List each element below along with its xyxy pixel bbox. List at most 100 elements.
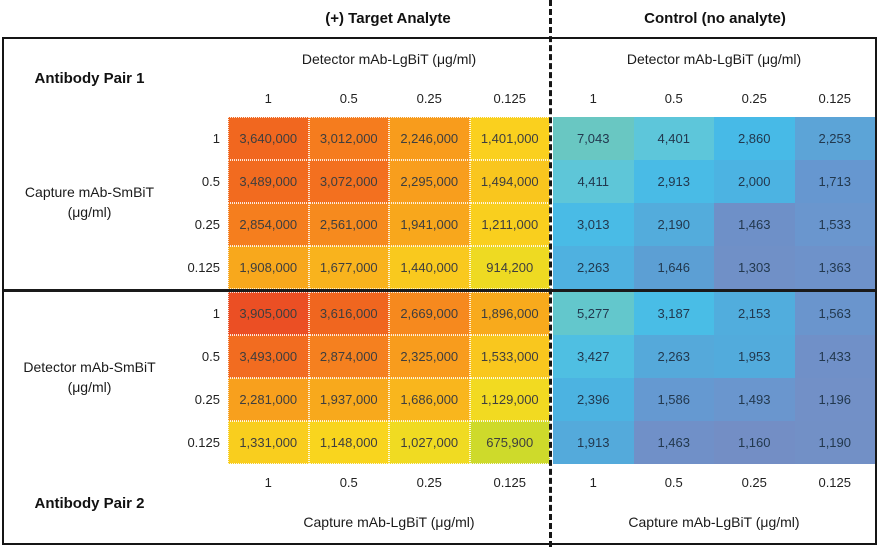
pair1-label: Antibody Pair 1 [34,69,145,87]
heatmap-pair1-target: 3,640,000 3,012,000 2,246,000 1,401,000 3,48… [228,117,550,289]
detector-smbit-axis-label: Detector mAb-SmBiT (μg/ml) [4,292,175,464]
heatmap-cell: 2,153 [714,292,795,335]
heatmap-cell: 4,411 [553,160,634,203]
target-analyte-header: (+) Target Analyte [325,10,451,27]
axis-tick: 0.25 [741,474,767,490]
heatmap-cell: 1,908,000 [228,246,309,289]
pair2-label: Antibody Pair 2 [34,495,145,512]
heatmap-cell: 4,401 [633,117,714,160]
axis-tick: 0.5 [201,349,220,364]
heatmap-cell: 1,027,000 [389,421,470,464]
heatmap-cell: 3,489,000 [228,160,309,203]
heatmap-cell: 1,331,000 [228,421,309,464]
heatmap-cell: 2,913 [633,160,714,203]
heatmap-cell: 1,686,000 [389,378,470,421]
heatmap-cell: 1,677,000 [308,246,389,289]
heatmap-cell: 1,211,000 [469,203,550,246]
heatmap-cell: 1,533,000 [469,335,550,378]
heatmap-cell: 1,440,000 [389,246,470,289]
heatmap-cell: 1,493 [714,378,795,421]
axis-tick: 0.5 [201,174,220,189]
axis-tick: 1 [264,90,272,106]
heatmap-pair1-control: 7,043 4,401 2,860 2,253 4,411 2,913 2,000 1,713… [553,117,875,289]
axis-tick: 0.5 [339,90,358,106]
heatmap-cell: 2,281,000 [228,378,309,421]
heatmap-cell: 1,941,000 [389,203,470,246]
heatmap-cell: 1,433 [794,335,875,378]
main-table-box: Antibody Pair 1 Detector mAb-LgBiT (μg/m… [2,37,877,545]
heatmap-cell: 3,427 [553,335,634,378]
detector-smbit-axis-line1: Detector mAb-SmBiT [23,359,156,376]
axis-tick: 0.5 [664,90,683,106]
heatmap-cell: 3,640,000 [228,117,309,160]
pair-divider-line [4,289,875,292]
heatmap-cell: 3,616,000 [308,292,389,335]
heatmap-cell: 1,586 [633,378,714,421]
axis-tick: 1 [212,131,220,146]
heatmap-cell: 2,396 [553,378,634,421]
axis-tick: 0.25 [416,474,442,490]
heatmap-cell: 2,190 [633,203,714,246]
axis-tick: 0.25 [741,90,767,106]
control-header: Control (no analyte) [644,10,786,27]
heatmap-cell: 1,190 [794,421,875,464]
detector-smbit-axis-line2: (μg/ml) [67,379,112,395]
heatmap-cell: 1,713 [794,160,875,203]
axis-tick: 0.25 [194,217,220,232]
heatmap-cell: 2,263 [553,246,634,289]
capture-smbit-axis-label: Capture mAb-SmBiT (μg/ml) [4,117,175,289]
heatmap-cell: 1,363 [794,246,875,289]
pair2-row-ticks: 1 0.5 0.25 0.125 [175,292,228,464]
heatmap-cell: 7,043 [553,117,634,160]
heatmap-cell: 2,669,000 [389,292,470,335]
heatmap-cell: 1,303 [714,246,795,289]
heatmap-cell: 2,854,000 [228,203,309,246]
pair1-detector-axis-left: Detector mAb-LgBiT (μg/ml) [301,51,477,67]
axis-tick: 0.125 [493,90,527,106]
heatmap-cell: 2,253 [794,117,875,160]
axis-tick: 0.125 [818,90,852,106]
heatmap-cell: 1,401,000 [469,117,550,160]
axis-tick: 1 [212,306,220,321]
heatmap-cell: 3,493,000 [228,335,309,378]
axis-tick: 0.5 [664,474,683,490]
axis-tick: 0.25 [416,90,442,106]
axis-tick: 0.125 [493,474,527,490]
heatmap-cell: 1,913 [553,421,634,464]
axis-tick: 0.125 [818,474,852,490]
heatmap-cell: 2,561,000 [308,203,389,246]
heatmap-pair2-target: 3,905,000 3,616,000 2,669,000 1,896,000 3,49… [228,292,550,464]
heatmap-cell: 1,129,000 [469,378,550,421]
axis-tick: 0.125 [187,435,220,450]
axis-tick: 0.5 [339,474,358,490]
heatmap-cell: 2,874,000 [308,335,389,378]
heatmap-cell: 1,896,000 [469,292,550,335]
pair1-col-ticks-left: 1 0.5 0.25 0.125 [228,79,550,117]
heatmap-cell: 1,463 [633,421,714,464]
heatmap-cell: 1,646 [633,246,714,289]
capture-smbit-axis-line2: (μg/ml) [67,204,112,220]
heatmap-pair2-control: 5,277 3,187 2,153 1,563 3,427 2,263 1,953 1,433… [553,292,875,464]
heatmap-cell: 3,187 [633,292,714,335]
axis-tick: 1 [589,474,597,490]
heatmap-cell: 1,463 [714,203,795,246]
heatmap-cell: 1,563 [794,292,875,335]
heatmap-cell: 1,937,000 [308,378,389,421]
pair1-row-ticks: 1 0.5 0.25 0.125 [175,117,228,289]
top-header-band: (+) Target Analyte Control (no analyte) [2,0,877,37]
heatmap-cell: 675,900 [469,421,550,464]
heatmap-cell: 1,953 [714,335,795,378]
heatmap-cell: 3,012,000 [308,117,389,160]
heatmap-cell: 3,013 [553,203,634,246]
heatmap-cell: 914,200 [469,246,550,289]
axis-tick: 1 [264,474,272,490]
axis-tick: 0.25 [194,392,220,407]
pair2-capture-axis-left: Capture mAb-LgBiT (μg/ml) [303,513,475,530]
heatmap-cell: 2,263 [633,335,714,378]
heatmap-cell: 2,860 [714,117,795,160]
heatmap-cell: 5,277 [553,292,634,335]
heatmap-cell: 1,196 [794,378,875,421]
heatmap-cell: 3,072,000 [308,160,389,203]
axis-tick: 0.125 [187,260,220,275]
heatmap-cell: 2,246,000 [389,117,470,160]
